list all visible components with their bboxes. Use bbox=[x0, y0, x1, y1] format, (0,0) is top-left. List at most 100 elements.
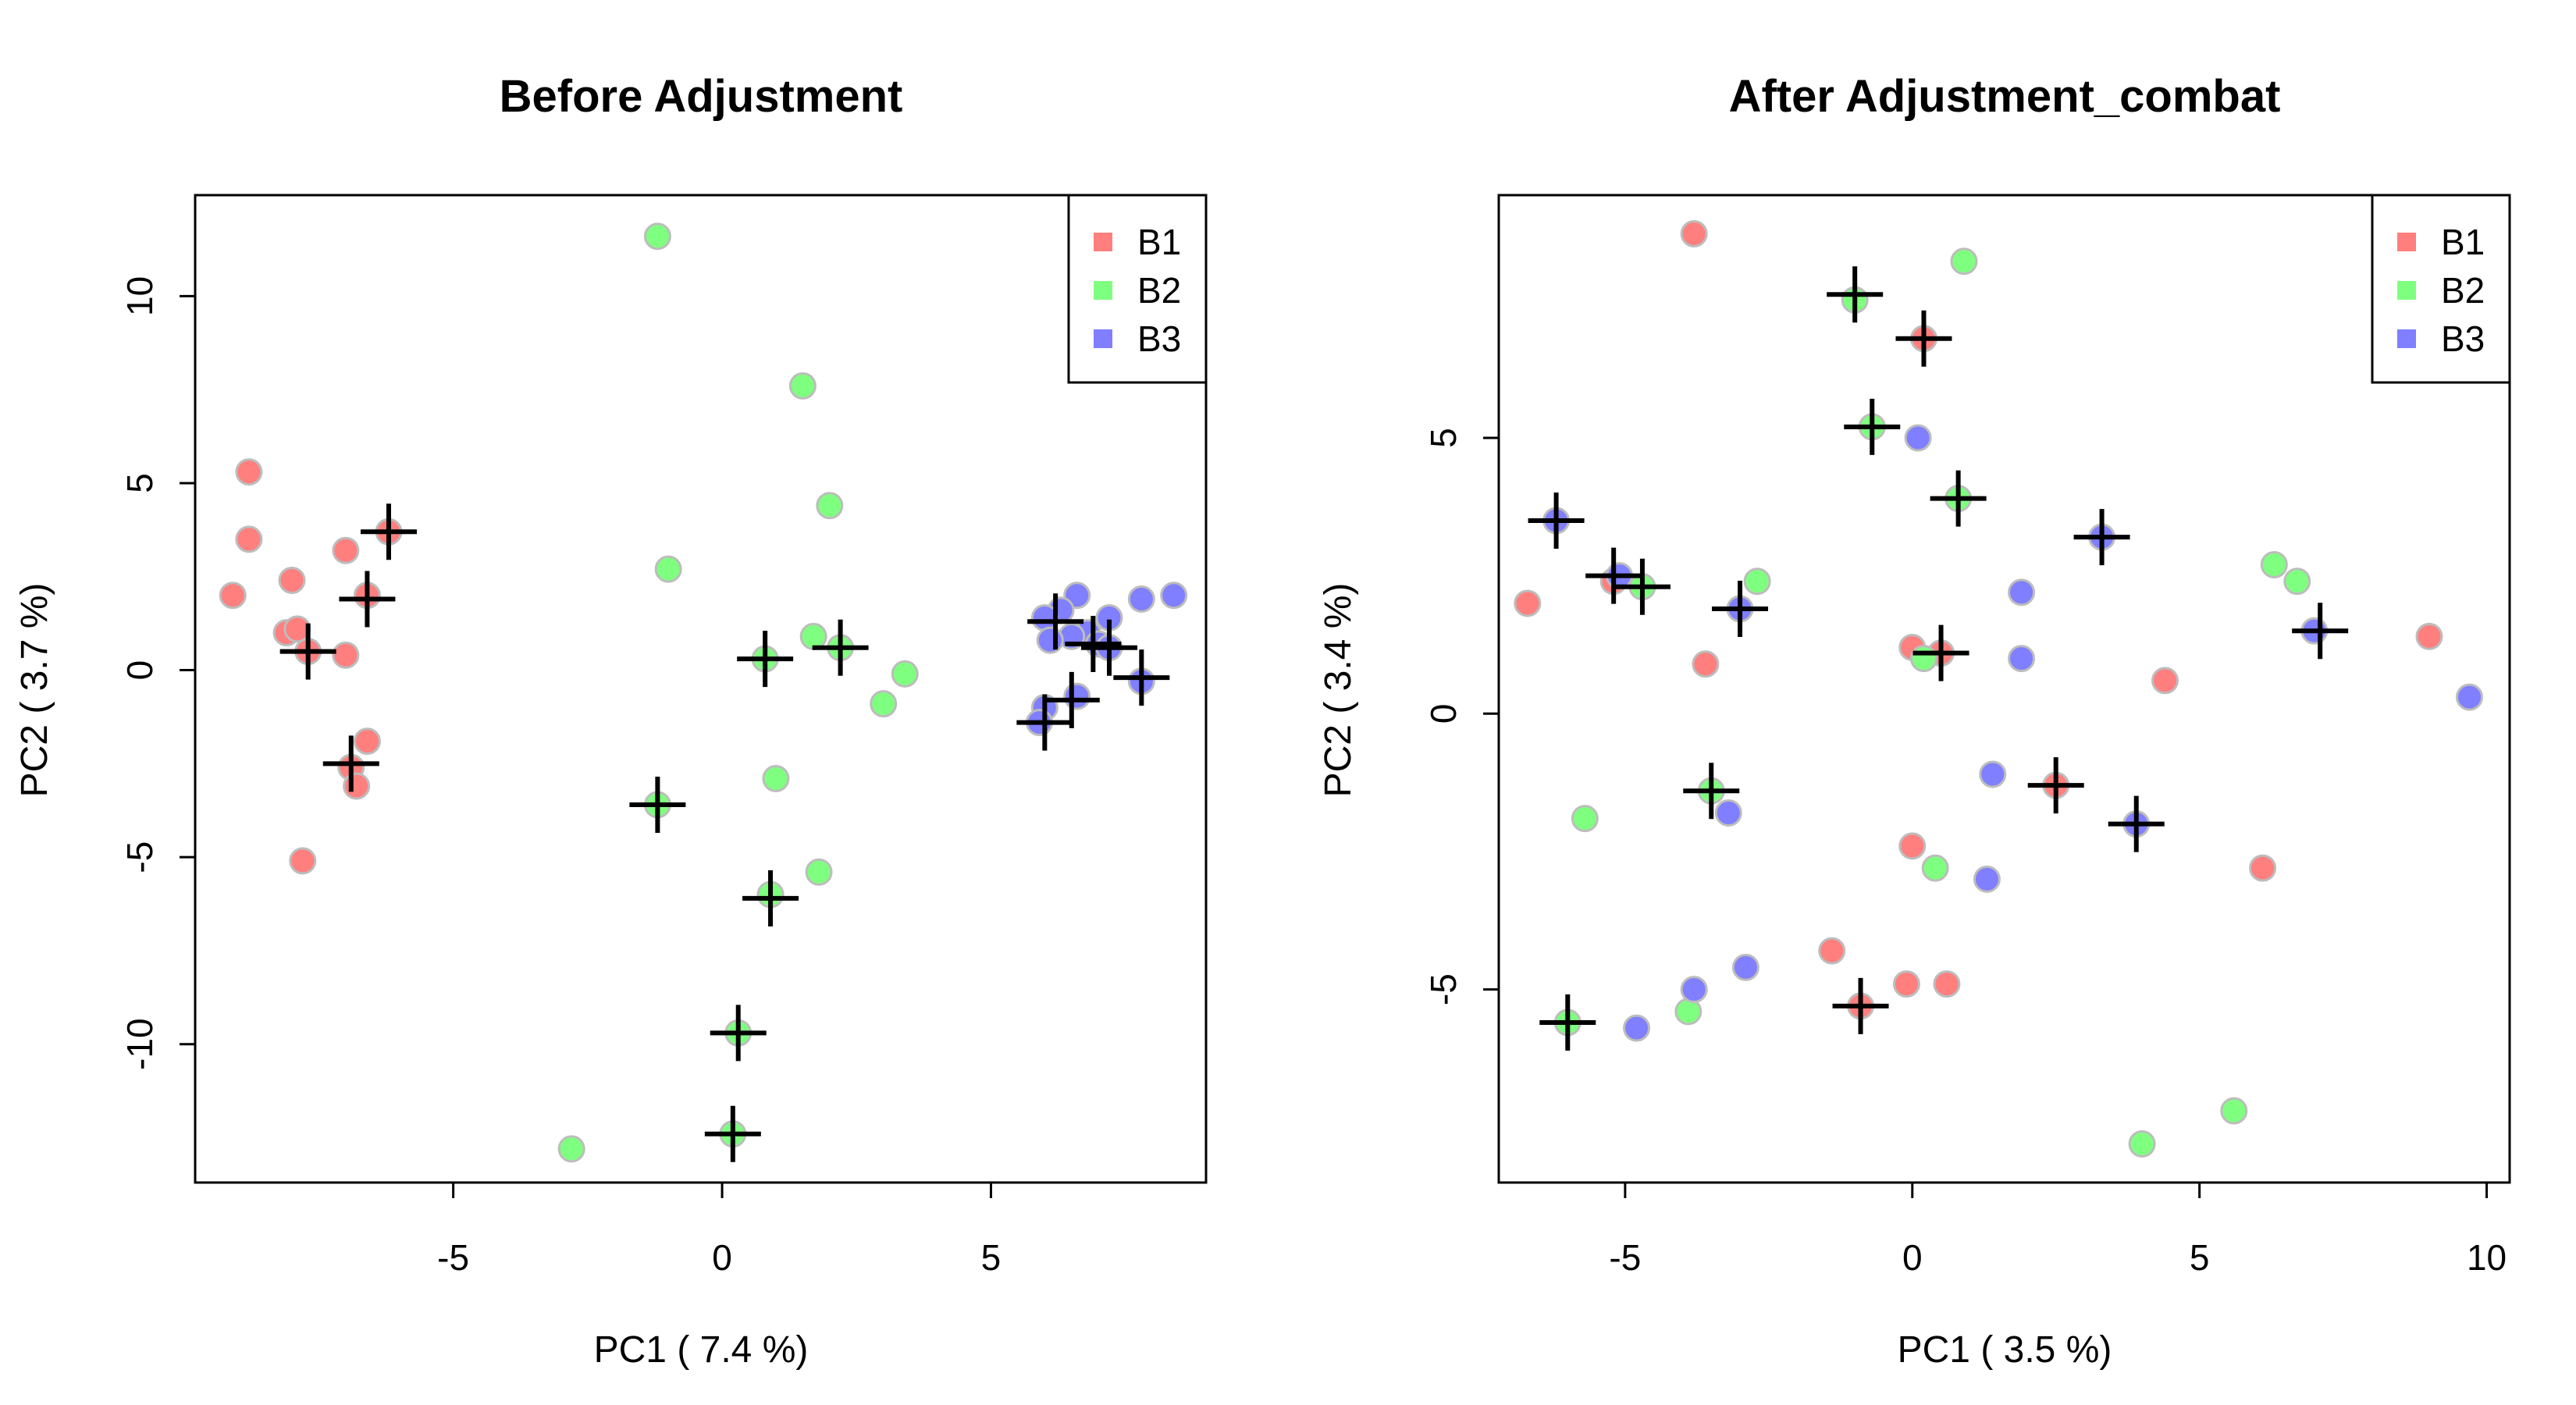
point-b3 bbox=[1714, 799, 1742, 827]
cross-marker-b2 bbox=[737, 631, 794, 688]
point-b1 bbox=[289, 847, 317, 875]
point-b3 bbox=[1973, 865, 2001, 893]
point-b1 bbox=[1514, 589, 1542, 617]
x-tick-label: -5 bbox=[437, 1237, 469, 1278]
point-b1 bbox=[343, 772, 371, 800]
cross-marker-b1 bbox=[360, 503, 417, 560]
cross-marker-b2 bbox=[1827, 266, 1884, 323]
point-b1 bbox=[219, 582, 247, 610]
panel-after-adjustment-combat: After Adjustment_combat PC1 ( 3.5 %) PC2… bbox=[1318, 71, 2511, 1371]
cross-marker-b1 bbox=[279, 623, 336, 680]
point-b2 bbox=[805, 858, 833, 886]
y-axis-label: PC2 ( 3.4 %) bbox=[1318, 583, 1359, 798]
cross-marker-b3 bbox=[1585, 547, 1642, 604]
point-b2 bbox=[643, 222, 671, 251]
point-b3 bbox=[1160, 582, 1188, 610]
cross-marker-b2 bbox=[742, 870, 799, 927]
legend-label-b3: B3 bbox=[1137, 318, 1181, 359]
point-b2 bbox=[1950, 247, 1978, 276]
point-b1 bbox=[2249, 854, 2277, 882]
legend-box bbox=[2371, 194, 2511, 384]
point-b2 bbox=[2283, 567, 2311, 596]
point-b1 bbox=[1692, 650, 1720, 678]
legend-swatch-b3 bbox=[2397, 329, 2416, 348]
plot-frame bbox=[194, 194, 1208, 1184]
point-b2 bbox=[557, 1135, 585, 1163]
point-b1 bbox=[1933, 970, 1961, 998]
point-b3 bbox=[1979, 760, 2007, 788]
cross-marker-b3 bbox=[1043, 671, 1100, 728]
cross-marker-b3 bbox=[1016, 694, 1073, 751]
legend-label-b2: B2 bbox=[1137, 270, 1181, 311]
plot-frame bbox=[1497, 194, 2511, 1184]
legend-label-b1: B1 bbox=[1137, 222, 1181, 262]
legend-swatch-b1 bbox=[1094, 233, 1112, 251]
cross-marker-b1 bbox=[322, 735, 379, 792]
y-tick-label: -5 bbox=[119, 841, 160, 873]
x-tick-label: 5 bbox=[2190, 1237, 2210, 1278]
cross-marker-b3 bbox=[2073, 509, 2130, 566]
point-b3 bbox=[1623, 1014, 1651, 1042]
point-b1 bbox=[1818, 937, 1846, 965]
y-tick-label: -10 bbox=[119, 1018, 160, 1069]
legend-swatch-b1 bbox=[2397, 233, 2416, 251]
point-b2 bbox=[870, 690, 898, 718]
cross-marker-b3 bbox=[2292, 603, 2349, 660]
x-tick-label: -5 bbox=[1609, 1237, 1641, 1278]
point-b1 bbox=[353, 727, 381, 756]
cross-marker-b3 bbox=[2108, 795, 2165, 852]
point-b3 bbox=[1904, 424, 1932, 452]
legend-swatch-b2 bbox=[2397, 281, 2416, 300]
cross-marker-b1 bbox=[1832, 977, 1889, 1034]
point-b2 bbox=[1743, 567, 1771, 596]
cross-marker-b3 bbox=[1712, 581, 1769, 638]
point-b3 bbox=[1127, 585, 1155, 613]
point-b2 bbox=[1921, 854, 1949, 882]
point-b1 bbox=[2151, 667, 2179, 695]
point-b3 bbox=[1680, 976, 1708, 1004]
cross-marker-b2 bbox=[1614, 558, 1670, 615]
legend: B1 B2 B3 bbox=[1067, 194, 1208, 384]
cross-marker-b3 bbox=[1113, 649, 1170, 706]
point-b2 bbox=[2128, 1130, 2156, 1158]
legend-label-b2: B2 bbox=[2441, 270, 2485, 311]
point-b1 bbox=[1680, 219, 1708, 247]
point-b2 bbox=[2220, 1097, 2248, 1125]
point-b1 bbox=[1892, 970, 1920, 998]
point-b2 bbox=[654, 555, 682, 583]
legend-swatch-b2 bbox=[1094, 281, 1112, 300]
point-b2 bbox=[799, 622, 827, 650]
legend: B1 B2 B3 bbox=[2371, 194, 2511, 384]
x-tick-label: 0 bbox=[1902, 1237, 1923, 1278]
legend-box bbox=[1067, 194, 1208, 384]
point-b1 bbox=[2415, 622, 2443, 650]
point-b3 bbox=[1036, 626, 1064, 654]
y-tick-label: 0 bbox=[119, 660, 160, 681]
y-tick-label: -5 bbox=[1423, 973, 1464, 1005]
cross-marker-b2 bbox=[1844, 398, 1901, 455]
point-b1 bbox=[278, 567, 306, 595]
point-b3 bbox=[1731, 953, 1759, 981]
point-b3 bbox=[2455, 683, 2483, 711]
cross-marker-b3 bbox=[1528, 492, 1585, 549]
cross-marker-b3 bbox=[1027, 593, 1084, 650]
cross-marker-b2 bbox=[812, 619, 869, 676]
x-tick-label: 10 bbox=[2467, 1237, 2507, 1278]
point-b1 bbox=[235, 458, 263, 486]
cross-marker-b3 bbox=[1065, 616, 1122, 672]
y-tick-label: 0 bbox=[1423, 704, 1464, 724]
cross-marker-b2 bbox=[629, 777, 686, 834]
point-b3 bbox=[1063, 682, 1091, 710]
panel-before-adjustment: Before Adjustment PC1 ( 7.4 %) PC2 ( 3.7… bbox=[14, 71, 1208, 1371]
x-axis-label: PC1 ( 7.4 %) bbox=[594, 1329, 809, 1371]
point-b1 bbox=[1898, 832, 1927, 860]
point-b1 bbox=[332, 641, 360, 669]
cross-marker-b2 bbox=[1930, 470, 1987, 527]
cross-marker-b2 bbox=[1683, 763, 1740, 820]
x-tick-label: 0 bbox=[712, 1237, 732, 1278]
x-axis-label: PC1 ( 3.5 %) bbox=[1898, 1329, 2112, 1371]
y-tick-label: 10 bbox=[119, 276, 160, 316]
point-b2 bbox=[788, 372, 817, 400]
point-b2 bbox=[1571, 805, 1599, 833]
